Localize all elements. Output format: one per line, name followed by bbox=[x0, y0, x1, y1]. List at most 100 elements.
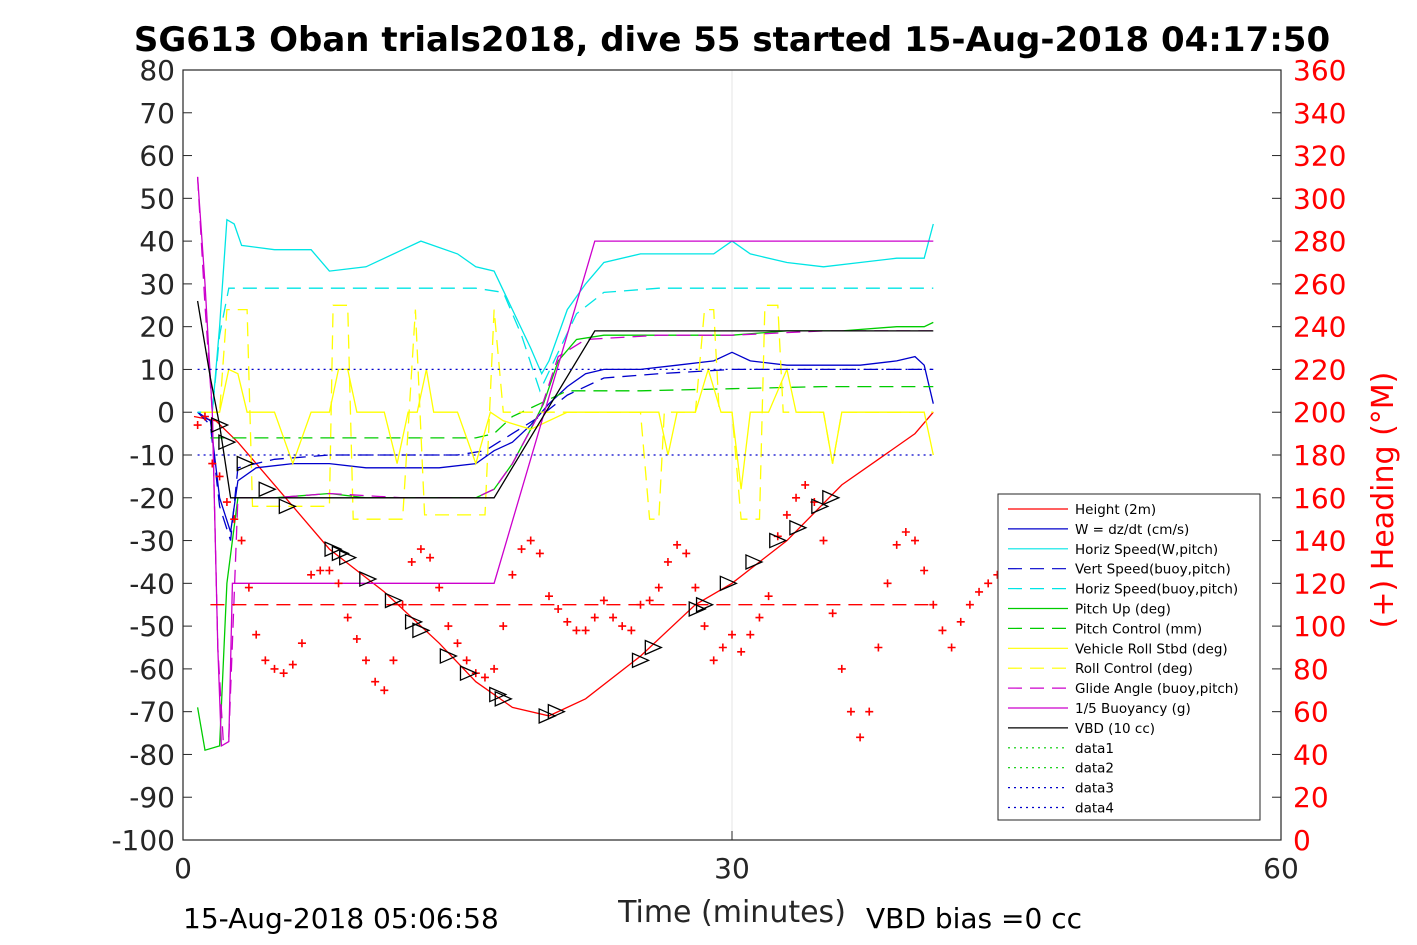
y-tick-label: -100 bbox=[111, 824, 175, 857]
heading-point bbox=[334, 579, 343, 588]
heading-point bbox=[288, 660, 297, 669]
y-tick-label: 40 bbox=[139, 225, 175, 258]
y-tick-label: 20 bbox=[139, 311, 175, 344]
y-tick-label: -20 bbox=[129, 482, 175, 515]
legend-entry: Height (2m) bbox=[1075, 502, 1156, 518]
sample-marker bbox=[236, 455, 255, 472]
sample-marker bbox=[359, 571, 378, 588]
series-line-1 bbox=[197, 351, 934, 533]
sample-marker bbox=[822, 489, 841, 506]
heading-point bbox=[462, 656, 471, 665]
legend-entry: Pitch Up (deg) bbox=[1075, 602, 1171, 618]
heading-point bbox=[846, 707, 855, 716]
y2-tick-label: 280 bbox=[1293, 225, 1346, 258]
heading-point bbox=[389, 656, 398, 665]
legend-entry: Vert Speed(buoy,pitch) bbox=[1075, 562, 1231, 578]
heading-point bbox=[508, 570, 517, 579]
sample-marker bbox=[719, 575, 738, 592]
sample-marker bbox=[688, 601, 707, 617]
sample-marker bbox=[278, 498, 297, 515]
y-tick-label: 10 bbox=[139, 353, 175, 386]
heading-point bbox=[208, 459, 217, 468]
heading-point bbox=[572, 626, 581, 635]
heading-point bbox=[673, 540, 682, 549]
y-tick-label: -10 bbox=[129, 439, 175, 472]
heading-point bbox=[856, 733, 865, 742]
heading-point bbox=[435, 583, 444, 592]
sample-marker bbox=[218, 434, 237, 451]
sample-marker bbox=[384, 592, 404, 609]
heading-point bbox=[563, 617, 572, 626]
sample-marker bbox=[769, 532, 788, 549]
heading-point bbox=[956, 617, 965, 626]
sample-marker bbox=[811, 498, 830, 515]
heading-point bbox=[828, 609, 837, 618]
legend-entry: Roll Control (deg) bbox=[1075, 661, 1193, 677]
heading-point bbox=[929, 600, 938, 609]
y2-tick-label: 140 bbox=[1293, 525, 1346, 558]
series-line-10 bbox=[196, 176, 934, 748]
y-tick-label: -80 bbox=[129, 738, 175, 771]
y2-tick-label: 100 bbox=[1293, 610, 1346, 643]
sample-marker bbox=[324, 541, 343, 558]
heading-point bbox=[947, 643, 956, 652]
heading-point bbox=[837, 664, 846, 673]
heading-point bbox=[444, 622, 453, 631]
heading-point bbox=[737, 647, 746, 656]
sample-marker bbox=[631, 652, 651, 669]
series-line-4 bbox=[197, 287, 934, 413]
heading-point bbox=[728, 630, 736, 639]
heading-point bbox=[252, 630, 261, 639]
x-axis-ticks: 0 30 60 bbox=[174, 831, 1299, 885]
heading-point bbox=[517, 545, 526, 554]
heading-point bbox=[709, 656, 718, 665]
y2-tick-label: 20 bbox=[1293, 781, 1329, 814]
heading-point bbox=[535, 549, 544, 558]
heading-point bbox=[416, 545, 425, 554]
heading-point bbox=[398, 600, 407, 609]
y-tick-label: 70 bbox=[139, 97, 175, 130]
legend-entry: data2 bbox=[1075, 761, 1114, 777]
heading-point bbox=[782, 510, 791, 519]
heading-point bbox=[230, 515, 239, 524]
y2-tick-label: 200 bbox=[1293, 396, 1346, 429]
y2-tick-label: 40 bbox=[1293, 738, 1329, 771]
legend-entry: Horiz Speed(W,pitch) bbox=[1075, 542, 1218, 558]
y2-tick-label: 220 bbox=[1293, 353, 1346, 386]
heading-point bbox=[270, 664, 279, 673]
x-tick-label: 30 bbox=[714, 852, 750, 885]
series-line-3 bbox=[197, 368, 934, 541]
y-tick-label: -50 bbox=[129, 610, 175, 643]
y-tick-label: 60 bbox=[139, 140, 175, 173]
y2-tick-label: 360 bbox=[1293, 54, 1346, 87]
y-tick-label: -60 bbox=[129, 653, 175, 686]
heading-point bbox=[938, 626, 947, 635]
series-line-9 bbox=[196, 176, 934, 743]
heading-point bbox=[545, 592, 553, 601]
y-tick-label: 80 bbox=[139, 54, 175, 87]
legend-entry: Vehicle Roll Stbd (deg) bbox=[1075, 641, 1228, 657]
heading-point bbox=[682, 549, 691, 558]
heading-point bbox=[691, 583, 700, 592]
heading-point bbox=[599, 596, 608, 605]
heading-point bbox=[581, 626, 590, 635]
heading-point bbox=[920, 566, 929, 575]
series-line-7 bbox=[201, 367, 934, 490]
sample-marker bbox=[538, 707, 557, 724]
heading-point bbox=[718, 643, 727, 652]
sample-marker bbox=[439, 648, 458, 665]
heading-point bbox=[792, 493, 801, 502]
heading-point bbox=[883, 579, 892, 588]
x-axis-label: Time (minutes) bbox=[617, 895, 846, 930]
heading-point bbox=[407, 557, 416, 566]
y-tick-label: 50 bbox=[139, 182, 175, 215]
legend-entry: W = dz/dt (cm/s) bbox=[1075, 522, 1189, 538]
y-tick-label: -70 bbox=[129, 696, 175, 729]
heading-point bbox=[490, 664, 499, 673]
heading-point bbox=[261, 656, 270, 665]
heading-point bbox=[901, 528, 910, 536]
heading-point bbox=[499, 622, 508, 631]
heading-point bbox=[316, 566, 325, 575]
legend: Height (2m) W = dz/dt (cm/s) Horiz Speed(W… bbox=[997, 493, 1261, 821]
sample-marker bbox=[258, 481, 277, 498]
